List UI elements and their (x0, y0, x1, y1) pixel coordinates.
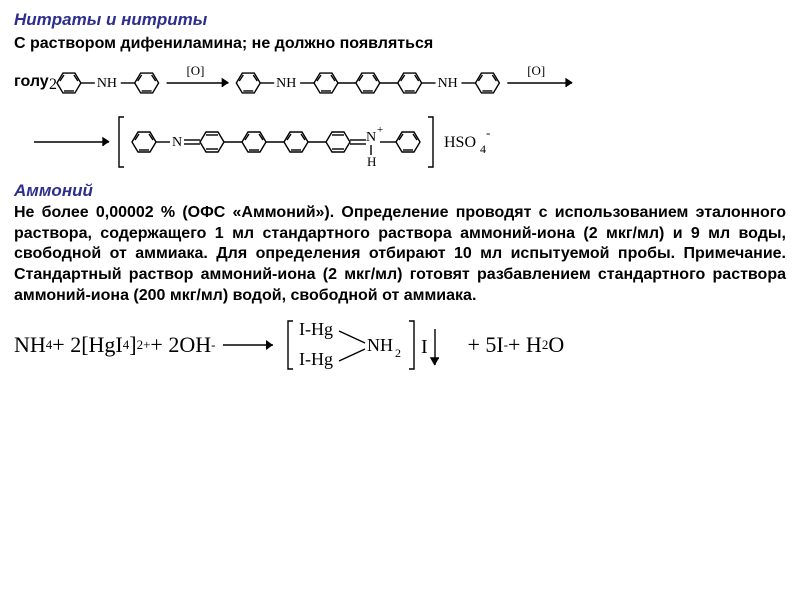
eq-nh4: NH (14, 332, 46, 358)
svg-text:NH: NH (437, 76, 457, 91)
eq-rhs3: O (548, 332, 564, 358)
svg-text:[O]: [O] (527, 63, 545, 78)
svg-text:[O]: [O] (186, 63, 204, 78)
eq-2plus: 2+ (137, 337, 151, 353)
ammonium-text: Не более 0,00002 % (ОФС «Аммоний»). Опре… (14, 203, 786, 307)
eq-plus1: + 2[HgI (52, 332, 122, 358)
equation-row: NH4 + 2[HgI4]2+ + 2OH- I-Hg I-Hg NH 2 I … (14, 317, 786, 373)
svg-text:I-Hg: I-Hg (299, 319, 333, 339)
svg-text:I: I (421, 336, 428, 358)
reaction2-svg: N N + H HSO 4 - (14, 111, 784, 173)
ammonium-title: Аммоний (14, 181, 786, 201)
complex-svg: I-Hg I-Hg NH 2 I (287, 317, 467, 373)
intro-line: С раствором дифениламина; не должно появ… (14, 34, 786, 55)
eq-oh-sup: - (211, 337, 215, 353)
eq-plus2oh: + 2OH (150, 332, 211, 358)
reaction1-svg: 2 NH [O] NH NH [O] (49, 59, 786, 107)
svg-text:NH: NH (276, 76, 296, 91)
eq-rhs2: + H (508, 332, 542, 358)
svg-text:-: - (486, 125, 490, 140)
svg-text:H: H (367, 154, 376, 169)
eq-rhs1: + 5I (467, 332, 503, 358)
arrow-icon (221, 335, 281, 355)
eq-brkt: ] (129, 332, 136, 358)
svg-text:2: 2 (49, 76, 57, 93)
svg-text:N: N (172, 135, 182, 150)
reaction-step2: N N + H HSO 4 - (14, 111, 786, 173)
svg-text:N: N (366, 130, 376, 145)
section-title: Нитраты и нитриты (14, 10, 786, 30)
svg-text:2: 2 (395, 346, 401, 360)
intro-fragment: голу (14, 72, 49, 93)
svg-text:+: + (377, 124, 383, 136)
svg-text:4: 4 (480, 142, 486, 156)
svg-text:NH: NH (367, 335, 393, 355)
svg-text:I-Hg: I-Hg (299, 349, 333, 369)
svg-text:NH: NH (97, 76, 117, 91)
svg-text:HSO: HSO (444, 134, 476, 151)
reaction-step1: голу 2 NH [O] NH NH [O] (14, 59, 786, 107)
